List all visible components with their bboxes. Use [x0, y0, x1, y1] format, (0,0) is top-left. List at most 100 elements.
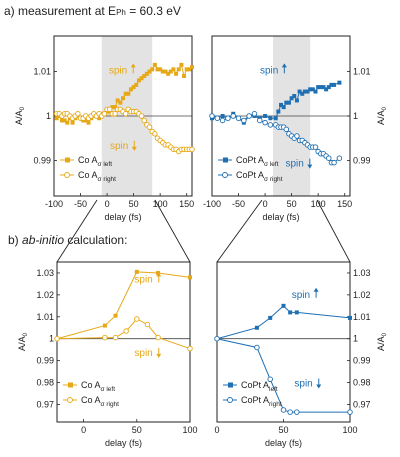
data-point: [141, 117, 147, 124]
data-point: [294, 409, 300, 415]
data-point: [102, 334, 108, 341]
data-point: [59, 118, 64, 123]
x-axis-label: delay (fs): [104, 212, 141, 222]
data-point: [263, 114, 268, 118]
data-point: [235, 115, 242, 121]
data-point: [187, 345, 193, 352]
data-point: [288, 310, 293, 315]
data-point: [139, 76, 144, 81]
data-point: [97, 116, 102, 121]
series-line: [56, 271, 191, 340]
data-point: [302, 89, 307, 94]
y-tick-label: 1: [46, 111, 51, 121]
data-point: [230, 113, 236, 119]
data-point: [300, 91, 305, 96]
data-point: [284, 100, 289, 105]
panel-b-label-prefix: b): [8, 233, 23, 247]
data-point: [174, 71, 179, 76]
x-tick-label: -50: [74, 199, 87, 209]
data-point: [136, 78, 141, 83]
data-point: [219, 117, 226, 124]
y-axis-label-sub: 0: [382, 106, 388, 110]
data-point: [337, 80, 342, 85]
y-tick-label: 1.01: [33, 67, 51, 77]
legend-label-sub: left: [269, 386, 278, 393]
data-point: [254, 325, 259, 330]
legend-label-sub: σ left: [264, 161, 279, 168]
data-point: [166, 71, 171, 76]
data-point: [273, 116, 278, 121]
y-axis-label-sub: 0: [382, 332, 388, 336]
y-tick-label: 0.97: [353, 399, 371, 409]
zoom-connector-line: [154, 199, 191, 263]
data-point: [147, 69, 152, 74]
data-point: [83, 118, 88, 123]
data-point: [251, 111, 258, 117]
y-tick-label: 0.98: [353, 378, 371, 388]
x-tick-label: 100: [342, 425, 357, 435]
data-point: [294, 310, 299, 315]
data-point: [287, 409, 293, 415]
data-point: [326, 85, 331, 90]
data-point: [246, 113, 252, 119]
data-point: [150, 67, 155, 72]
spin-annotation: spin: [109, 65, 127, 76]
data-point: [179, 62, 184, 67]
y-axis-label: A/A0: [17, 332, 29, 351]
data-point: [128, 87, 133, 92]
data-point: [184, 67, 189, 72]
data-point: [134, 316, 140, 322]
x-tick-label: 150: [337, 199, 352, 209]
spin-up-arrowhead: [156, 272, 162, 277]
x-tick-label: 0: [263, 199, 268, 209]
legend-label-sub: σ right: [264, 176, 283, 183]
data-point: [209, 113, 215, 119]
y-tick-label: 1.01: [36, 312, 54, 322]
spin-annotation: spin: [294, 379, 312, 390]
spin-annotation: spin: [134, 348, 152, 359]
y-tick-label: 0.99: [33, 155, 51, 165]
data-point: [294, 98, 299, 103]
legend-marker: [222, 172, 228, 178]
x-tick-label: -100: [203, 199, 221, 209]
data-point: [190, 65, 194, 70]
y-tick-label: 1: [353, 111, 358, 121]
data-point: [257, 117, 263, 124]
data-point: [326, 155, 332, 161]
y-tick-label: 0.99: [353, 155, 371, 165]
spin-up-arrowhead: [130, 63, 136, 68]
y-axis-label-sub: 0: [23, 332, 29, 336]
data-point: [289, 96, 294, 101]
data-point: [163, 69, 168, 74]
x-tick-label: 150: [179, 199, 194, 209]
y-tick-label: 1.02: [353, 290, 371, 300]
data-point: [171, 67, 176, 72]
spin-annotation: spin: [110, 141, 128, 152]
y-axis-label-sub: 0: [20, 106, 26, 110]
data-point: [313, 89, 318, 94]
legend-marker: [223, 157, 228, 163]
data-point: [262, 119, 268, 126]
data-point: [142, 74, 147, 78]
spin-up-arrowhead: [313, 287, 319, 292]
axes-frame: [216, 261, 351, 423]
x-tick-label: 100: [182, 425, 197, 435]
data-point: [331, 159, 337, 166]
data-point: [156, 270, 161, 275]
data-point: [134, 269, 139, 274]
panel-b-label: b) ab-initio calculation:: [8, 233, 127, 247]
data-point: [146, 124, 153, 130]
data-point: [121, 96, 125, 101]
data-point: [267, 376, 273, 383]
legend-label: CoPt Aright: [241, 395, 282, 408]
data-point: [112, 111, 118, 117]
legend-marker: [228, 382, 233, 388]
x-tick-label: 0: [81, 425, 86, 435]
data-point: [62, 118, 67, 123]
data-point: [268, 116, 273, 121]
y-axis-label: A/A0: [376, 332, 388, 351]
legend-marker: [227, 397, 233, 403]
x-tick-label: -100: [45, 199, 63, 209]
data-point: [292, 94, 297, 98]
data-point: [308, 87, 313, 92]
